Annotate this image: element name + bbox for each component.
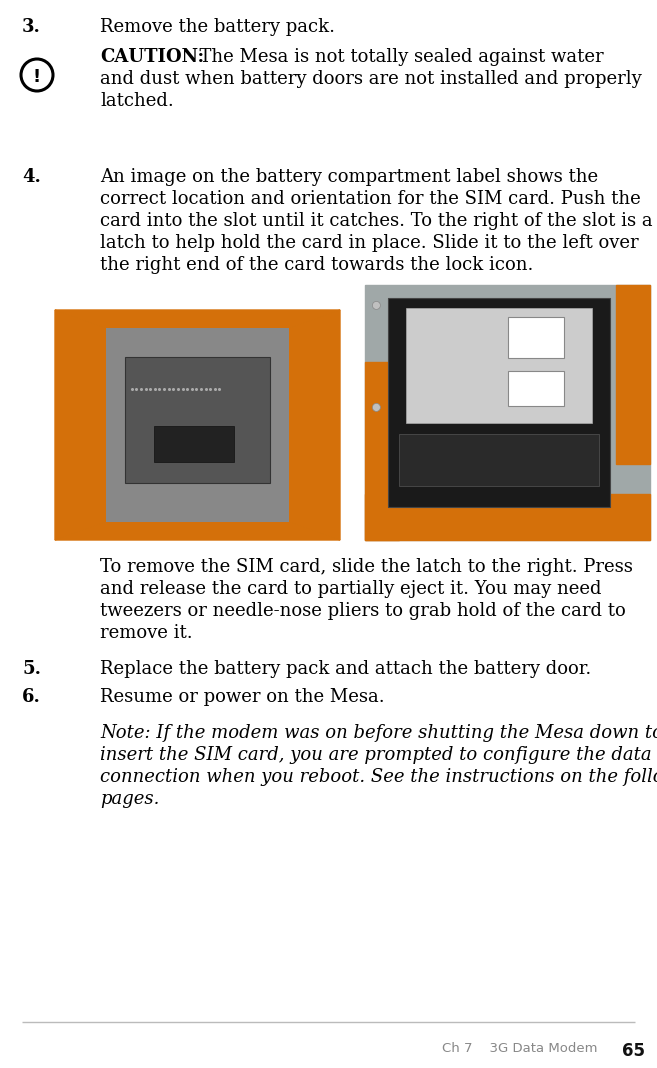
Text: 65: 65 <box>622 1042 645 1061</box>
FancyBboxPatch shape <box>405 309 593 423</box>
Text: insert the SIM card, you are prompted to configure the data: insert the SIM card, you are prompted to… <box>100 747 652 764</box>
Point <box>210 380 220 397</box>
Point <box>191 380 202 397</box>
FancyBboxPatch shape <box>365 285 650 540</box>
Point <box>150 380 160 397</box>
Polygon shape <box>616 285 650 464</box>
Text: and release the card to partially eject it. You may need: and release the card to partially eject … <box>100 580 602 598</box>
Point <box>145 380 156 397</box>
Text: 5.: 5. <box>22 660 41 678</box>
Text: The Mesa is not totally sealed against water: The Mesa is not totally sealed against w… <box>188 48 604 66</box>
Text: connection when you reboot. See the instructions on the following: connection when you reboot. See the inst… <box>100 768 657 786</box>
Polygon shape <box>55 310 106 540</box>
FancyBboxPatch shape <box>509 317 564 358</box>
Text: pages.: pages. <box>100 790 160 808</box>
FancyBboxPatch shape <box>388 298 610 507</box>
Text: Note: If the modem was on before shutting the Mesa down to: Note: If the modem was on before shuttin… <box>100 724 657 742</box>
Circle shape <box>373 301 380 310</box>
Point <box>141 380 151 397</box>
FancyBboxPatch shape <box>509 372 564 406</box>
Text: To remove the SIM card, slide the latch to the right. Press: To remove the SIM card, slide the latch … <box>100 557 633 576</box>
Text: and dust when battery doors are not installed and properly: and dust when battery doors are not inst… <box>100 70 642 88</box>
Point <box>131 380 142 397</box>
FancyBboxPatch shape <box>125 358 271 483</box>
Polygon shape <box>55 521 340 540</box>
Text: Remove the battery pack.: Remove the battery pack. <box>100 18 335 36</box>
Point <box>177 380 188 397</box>
Text: An image on the battery compartment label shows the: An image on the battery compartment labe… <box>100 168 598 186</box>
Point <box>214 380 225 397</box>
Text: card into the slot until it catches. To the right of the slot is a: card into the slot until it catches. To … <box>100 213 652 230</box>
Point <box>200 380 211 397</box>
Point <box>159 380 170 397</box>
Text: !: ! <box>33 68 41 87</box>
Text: 6.: 6. <box>22 688 41 706</box>
Point <box>127 380 137 397</box>
FancyBboxPatch shape <box>106 328 288 521</box>
Polygon shape <box>55 310 340 328</box>
FancyBboxPatch shape <box>399 434 599 486</box>
Text: remove it.: remove it. <box>100 624 193 642</box>
Text: correct location and orientation for the SIM card. Push the: correct location and orientation for the… <box>100 190 641 208</box>
Text: tweezers or needle-nose pliers to grab hold of the card to: tweezers or needle-nose pliers to grab h… <box>100 602 625 621</box>
Text: latch to help hold the card in place. Slide it to the left over: latch to help hold the card in place. Sl… <box>100 234 639 252</box>
Point <box>164 380 174 397</box>
Point <box>196 380 206 397</box>
Point <box>205 380 215 397</box>
Point <box>168 380 179 397</box>
Polygon shape <box>288 310 340 540</box>
Text: Ch 7    3G Data Modem: Ch 7 3G Data Modem <box>442 1042 597 1055</box>
Point <box>182 380 193 397</box>
Point <box>187 380 197 397</box>
FancyBboxPatch shape <box>154 426 234 461</box>
Point <box>173 380 183 397</box>
FancyBboxPatch shape <box>55 310 340 540</box>
Text: the right end of the card towards the lock icon.: the right end of the card towards the lo… <box>100 256 533 274</box>
Circle shape <box>373 404 380 411</box>
Text: Replace the battery pack and attach the battery door.: Replace the battery pack and attach the … <box>100 660 591 678</box>
Text: Resume or power on the Mesa.: Resume or power on the Mesa. <box>100 688 384 706</box>
Polygon shape <box>365 494 650 540</box>
Text: latched.: latched. <box>100 92 173 110</box>
Text: 4.: 4. <box>22 168 41 186</box>
Polygon shape <box>365 361 399 540</box>
Text: CAUTION:: CAUTION: <box>100 48 204 66</box>
Polygon shape <box>365 285 650 540</box>
Text: 3.: 3. <box>22 18 41 36</box>
Point <box>154 380 165 397</box>
Point <box>136 380 147 397</box>
